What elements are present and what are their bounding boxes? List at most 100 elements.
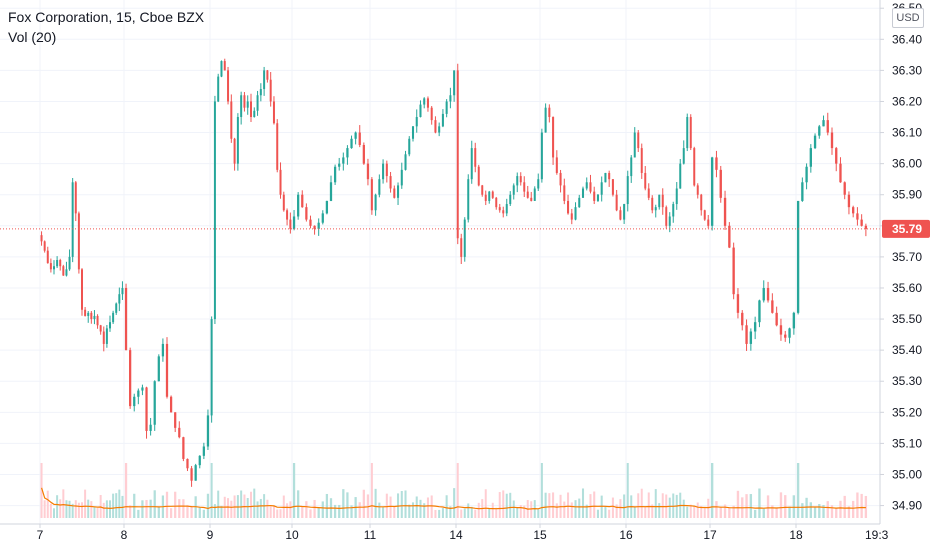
currency-badge[interactable]: USD	[892, 8, 924, 28]
volume-bar	[346, 492, 349, 518]
price-tick-label: 34.90	[892, 499, 922, 513]
volume-bar	[118, 489, 121, 518]
symbol-title[interactable]: Fox Corporation, 15, Cboe BZX	[8, 9, 205, 25]
candle	[227, 66, 230, 105]
candle-body	[467, 179, 470, 220]
time-tick-label: 15	[533, 528, 547, 542]
volume-bar	[758, 488, 761, 518]
candle-body	[213, 101, 216, 320]
candle-body	[292, 216, 296, 229]
volume-bar	[719, 506, 722, 518]
candle	[852, 205, 855, 218]
candle	[276, 119, 279, 173]
candle-body	[766, 287, 770, 301]
candle	[661, 188, 664, 215]
volume-bar	[809, 502, 812, 518]
candle-body	[118, 294, 121, 304]
candle-body	[788, 328, 791, 338]
candle-body	[741, 312, 744, 326]
volume-bar	[495, 507, 498, 518]
volume-bar	[190, 506, 193, 518]
volume-bar	[404, 490, 407, 518]
volume-bar	[537, 509, 540, 518]
candle-body	[696, 185, 699, 195]
candle-body	[174, 412, 177, 428]
volume-indicator-label[interactable]: Vol (20)	[8, 29, 57, 45]
candle-body	[182, 437, 185, 459]
candle-body	[596, 194, 599, 201]
candle-body	[227, 70, 230, 102]
candle	[589, 174, 592, 194]
volume-bar	[358, 502, 361, 518]
volume-bar	[552, 492, 555, 518]
candle	[141, 384, 144, 396]
candle-body	[567, 200, 570, 214]
volume-bar	[647, 492, 650, 518]
candle	[358, 125, 361, 148]
volume-bar	[512, 500, 515, 518]
candle	[263, 66, 266, 96]
candle-body	[40, 235, 43, 242]
volume-bar	[570, 502, 573, 518]
candle-body	[411, 126, 415, 139]
volume-bar	[286, 503, 289, 518]
candle-body	[679, 163, 682, 189]
volume-bar	[389, 496, 392, 518]
candle	[149, 417, 152, 436]
candle	[526, 185, 529, 199]
volume-bar	[604, 505, 607, 518]
candle-body	[856, 213, 859, 220]
candle	[615, 189, 618, 212]
candle	[703, 209, 706, 221]
time-axis[interactable]: 7 8 9 10 11 14 15 16 17 18 19:3	[0, 523, 889, 542]
candle-body	[658, 194, 661, 208]
candle	[637, 130, 640, 153]
candle-body	[445, 101, 448, 114]
volume-bar	[456, 463, 459, 518]
candle	[220, 60, 223, 78]
candle	[385, 160, 388, 183]
volume-bar	[453, 488, 456, 518]
candle	[317, 218, 320, 236]
candle	[779, 318, 783, 341]
candle	[272, 96, 275, 125]
candle-body	[644, 172, 647, 189]
candle	[745, 319, 748, 351]
candle-body	[682, 148, 685, 164]
candle	[157, 354, 160, 382]
candle	[456, 63, 459, 245]
volume-bar	[822, 504, 825, 518]
candle-body	[53, 266, 55, 270]
candle-body	[84, 309, 87, 316]
candle-body	[640, 148, 643, 173]
volume-bar	[129, 505, 132, 518]
price-axis[interactable]: 36.5036.4036.3036.2036.1036.0035.9035.80…	[879, 0, 922, 524]
candle-body	[703, 210, 706, 220]
candle-body	[559, 172, 562, 186]
candle-body	[686, 117, 689, 149]
candle	[696, 183, 699, 199]
volume-bar	[644, 506, 647, 518]
candle-body	[818, 126, 821, 136]
volume-bar	[779, 492, 783, 518]
candle	[333, 164, 337, 185]
volume-bar	[309, 509, 312, 518]
candle-body	[259, 89, 262, 96]
candle	[438, 122, 441, 137]
candle	[301, 190, 304, 208]
candle	[860, 214, 863, 227]
candle-body	[574, 207, 577, 220]
candle	[822, 115, 825, 127]
candle-body	[263, 70, 266, 90]
candle	[346, 145, 349, 165]
volume-bar	[611, 497, 614, 518]
candle	[611, 178, 614, 197]
candle	[286, 208, 289, 226]
candle-body	[279, 169, 282, 195]
candle	[651, 195, 654, 214]
volume-bar	[157, 506, 160, 518]
candle-body	[206, 415, 210, 447]
candle	[856, 207, 859, 226]
